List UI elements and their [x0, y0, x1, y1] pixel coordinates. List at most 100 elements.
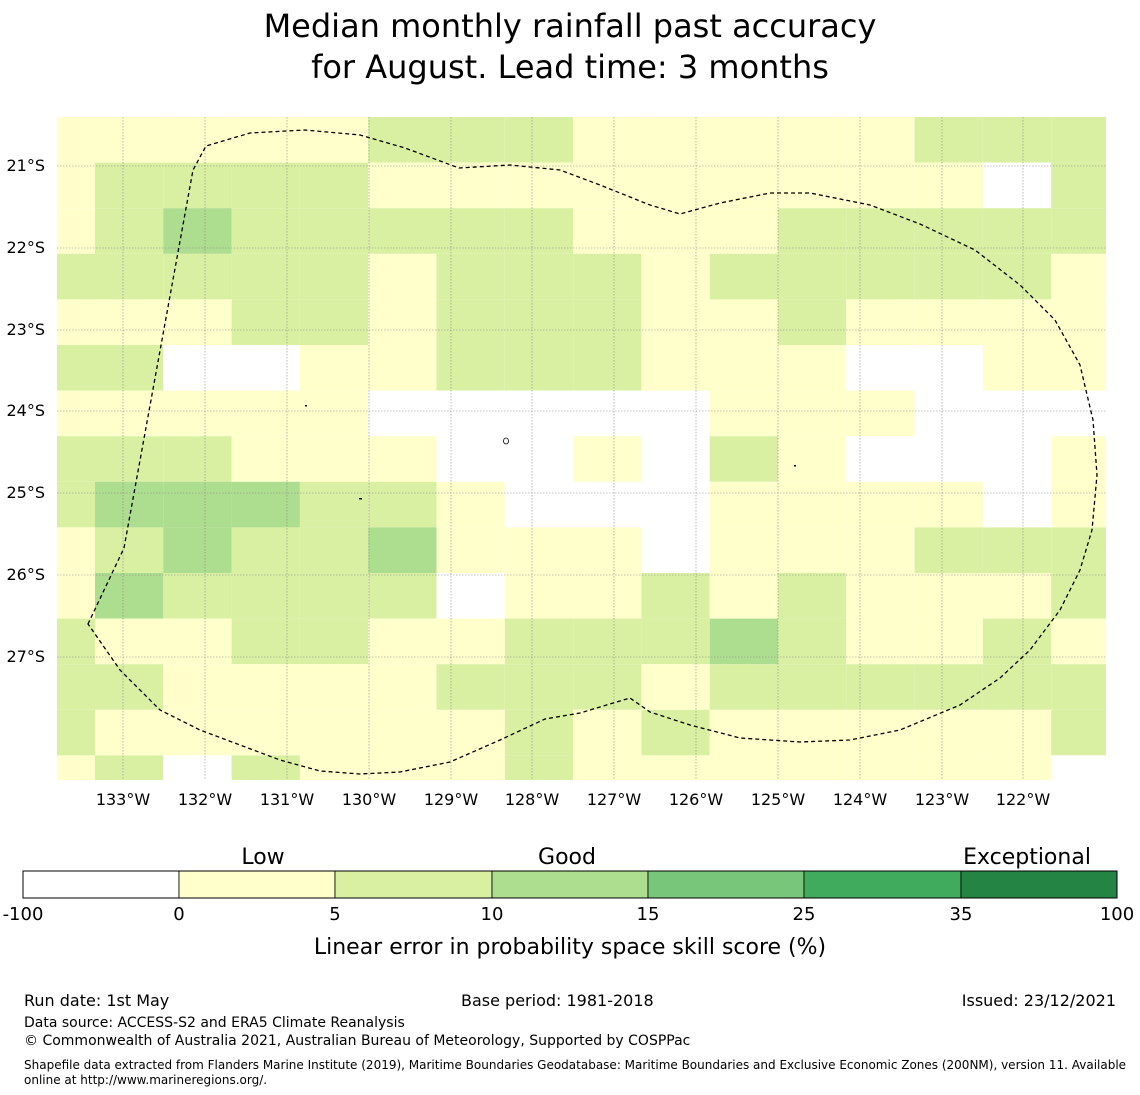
grid-cell: [982, 527, 1052, 573]
grid-cell: [1051, 527, 1106, 573]
grid-cell: [436, 345, 505, 391]
island-mark: [305, 405, 307, 407]
grid-cell: [778, 709, 847, 756]
grid-cell: [1051, 162, 1106, 209]
grid-cell: [846, 436, 915, 482]
grid-cell: [231, 573, 300, 619]
grid-cell: [231, 390, 300, 437]
grid-cell: [163, 299, 232, 345]
grid-cell: [504, 709, 574, 756]
grid-cell: [436, 162, 505, 209]
longitude-label: 133°W: [96, 790, 151, 809]
grid-cell: [846, 664, 915, 710]
grid-cell: [95, 208, 164, 254]
latitude-label: 24°S: [6, 401, 45, 420]
grid-cell: [914, 253, 983, 300]
grid-cell: [846, 299, 915, 345]
grid-cell: [641, 436, 710, 482]
shapefile-credit: Shapefile data extracted from Flanders M…: [24, 1058, 1127, 1087]
grid-cell: [163, 436, 232, 482]
grid-cell: [57, 755, 95, 780]
grid-cell: [982, 709, 1052, 756]
legend-category-label: Exceptional: [963, 845, 1091, 870]
latitude-label: 27°S: [6, 647, 45, 666]
grid-cell: [1051, 436, 1106, 482]
run-date: Run date: 1st May: [24, 991, 170, 1010]
grid-cell: [914, 162, 983, 209]
longitude-labels: 133°W 132°W 131°W 130°W 129°W 128°W 127°W 126°W…: [96, 790, 1051, 809]
grid-cell: [778, 573, 847, 619]
graticule: [57, 117, 1106, 780]
grid-cells: [57, 117, 1106, 780]
grid-cell: [163, 117, 232, 163]
grid-cell: [436, 481, 505, 528]
colorbar-swatch: [334, 870, 493, 899]
grid-cell: [163, 527, 232, 573]
grid-cell: [436, 299, 505, 345]
grid-cell: [163, 755, 232, 780]
latitude-label: 26°S: [6, 565, 45, 584]
grid-cell: [504, 390, 574, 437]
grid-cell: [368, 436, 437, 482]
longitude-label: 128°W: [505, 790, 560, 809]
grid-cell: [95, 299, 164, 345]
grid-cell: [368, 345, 437, 391]
grid-cell: [163, 618, 232, 665]
grid-cell: [778, 481, 847, 528]
grid-cell: [1051, 664, 1106, 710]
grid-cell: [846, 345, 915, 391]
grid-cell: [368, 527, 437, 573]
grid-cell: [57, 162, 95, 209]
grid-cell: [982, 345, 1052, 391]
grid-cell: [709, 117, 778, 163]
colorbar-tick-label: -100: [3, 904, 44, 925]
grid-cell: [709, 618, 778, 665]
longitude-label: 127°W: [587, 790, 642, 809]
grid-cell: [1051, 253, 1106, 300]
grid-cell: [982, 299, 1052, 345]
colorbar-swatch: [178, 870, 336, 899]
grid-cell: [846, 709, 915, 756]
grid-cell: [57, 664, 95, 710]
grid-cell: [982, 208, 1052, 254]
grid-cell: [709, 299, 778, 345]
grid-cell: [368, 208, 437, 254]
colorbar-outline: [22, 870, 1118, 899]
grid-cell: [163, 253, 232, 300]
grid-cell: [504, 755, 574, 780]
grid-cell: [914, 481, 983, 528]
copyright: © Commonwealth of Australia 2021, Austra…: [24, 1033, 691, 1049]
grid-cell: [299, 527, 369, 573]
island-mark: [503, 437, 509, 445]
grid-cell: [846, 253, 915, 300]
grid-cell: [163, 709, 232, 756]
grid-cell: [436, 390, 505, 437]
grid-cell: [573, 345, 642, 391]
colorbar-label: Linear error in probability space skill …: [314, 935, 826, 960]
map-title: Median monthly rainfall past accuracy fo…: [0, 6, 1140, 88]
grid-cell: [504, 162, 574, 209]
grid-cell: [299, 709, 369, 756]
grid-cell: [299, 345, 369, 391]
title-line-2: for August. Lead time: 3 months: [311, 48, 829, 86]
grid-cell: [573, 664, 642, 710]
grid-cell: [914, 299, 983, 345]
grid-cell: [641, 345, 710, 391]
grid-cell: [504, 117, 574, 163]
grid-cell: [95, 527, 164, 573]
grid-cell: [709, 436, 778, 482]
grid-cell: [163, 481, 232, 528]
grid-cell: [846, 618, 915, 665]
grid-cell: [504, 299, 574, 345]
grid-cell: [641, 755, 710, 780]
grid-cell: [1051, 573, 1106, 619]
grid-cell: [982, 390, 1052, 437]
grid-cell: [778, 208, 847, 254]
grid-cell: [914, 345, 983, 391]
grid-cell: [641, 162, 710, 209]
grid-cell: [846, 390, 915, 437]
grid-cell: [709, 162, 778, 209]
grid-cell: [231, 208, 300, 254]
grid-cell: [982, 755, 1052, 780]
longitude-label: 126°W: [669, 790, 724, 809]
